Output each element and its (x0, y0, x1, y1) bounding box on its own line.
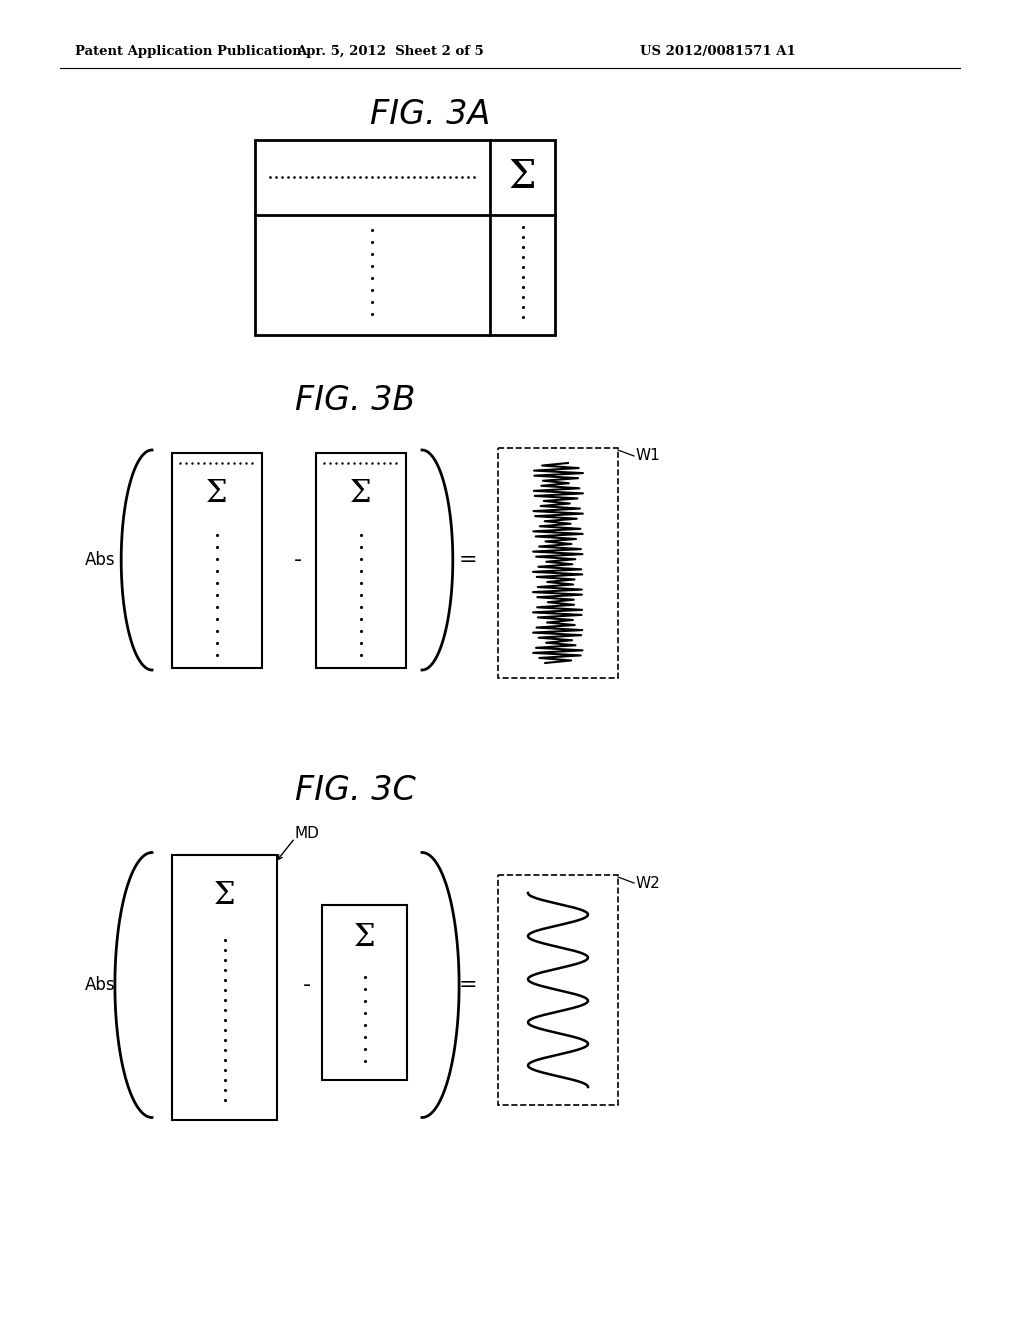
Text: Σ: Σ (509, 158, 537, 195)
Bar (498, 447, 618, 678)
Text: -: - (303, 975, 311, 995)
Text: =: = (459, 550, 477, 570)
Bar (316, 453, 406, 668)
Text: Σ: Σ (214, 879, 236, 911)
Text: Abs: Abs (85, 550, 116, 569)
Text: Σ: Σ (353, 921, 375, 953)
Text: W2: W2 (636, 875, 660, 891)
Text: =: = (459, 975, 477, 995)
Text: -: - (294, 550, 302, 570)
Bar (172, 453, 262, 668)
Bar (255, 140, 555, 335)
Text: MD: MD (295, 825, 319, 841)
Text: Apr. 5, 2012  Sheet 2 of 5: Apr. 5, 2012 Sheet 2 of 5 (296, 45, 484, 58)
Bar (322, 906, 407, 1080)
Bar (498, 875, 618, 1105)
Text: Σ: Σ (350, 478, 372, 508)
Bar (172, 855, 278, 1119)
Text: Σ: Σ (206, 478, 227, 508)
Text: US 2012/0081571 A1: US 2012/0081571 A1 (640, 45, 796, 58)
Text: W1: W1 (636, 449, 660, 463)
Text: FIG. 3B: FIG. 3B (295, 384, 415, 417)
Text: FIG. 3C: FIG. 3C (295, 774, 416, 807)
Text: Patent Application Publication: Patent Application Publication (75, 45, 302, 58)
Text: FIG. 3A: FIG. 3A (370, 99, 490, 132)
Text: Abs: Abs (85, 975, 116, 994)
